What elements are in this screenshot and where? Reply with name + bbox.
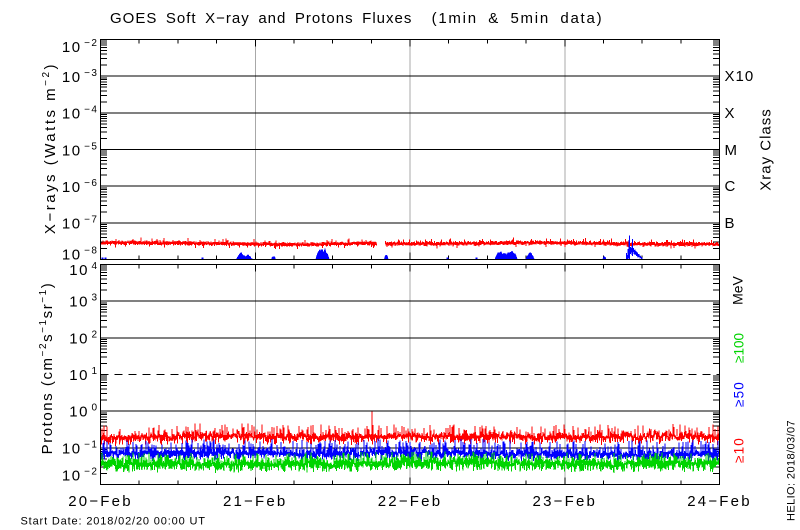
svg-text:GOES Soft X−ray and Protons Fl: GOES Soft X−ray and Protons Fluxes: [110, 10, 412, 27]
svg-text:≥100: ≥100: [732, 333, 747, 363]
svg-text:M: M: [725, 142, 739, 159]
svg-text:X: X: [725, 105, 736, 122]
svg-text:≥10: ≥10: [732, 437, 747, 463]
svg-text:X−rays (Watts m−2): X−rays (Watts m−2): [41, 62, 59, 234]
svg-text:24−Feb: 24−Feb: [687, 493, 752, 510]
svg-text:B: B: [725, 215, 736, 232]
svg-text:MeV: MeV: [730, 275, 746, 304]
svg-text:23−Feb: 23−Feb: [533, 493, 598, 510]
svg-text:Xray Class: Xray Class: [758, 108, 775, 191]
svg-text:C: C: [725, 178, 737, 195]
svg-text:20−Feb: 20−Feb: [68, 493, 133, 510]
svg-text:HELIO: 2018/03/07: HELIO: 2018/03/07: [786, 420, 798, 521]
svg-text:X10: X10: [725, 68, 755, 85]
svg-text:Protons (cm−2s−1sr−1): Protons (cm−2s−1sr−1): [38, 282, 56, 455]
svg-text:21−Feb: 21−Feb: [223, 493, 288, 510]
svg-text:Start Date: 2018/02/20 00:00 U: Start Date: 2018/02/20 00:00 UT: [21, 516, 206, 528]
svg-text:(1min & 5min data): (1min & 5min data): [432, 10, 604, 27]
svg-text:22−Feb: 22−Feb: [378, 493, 443, 510]
svg-text:≥50: ≥50: [732, 381, 747, 407]
